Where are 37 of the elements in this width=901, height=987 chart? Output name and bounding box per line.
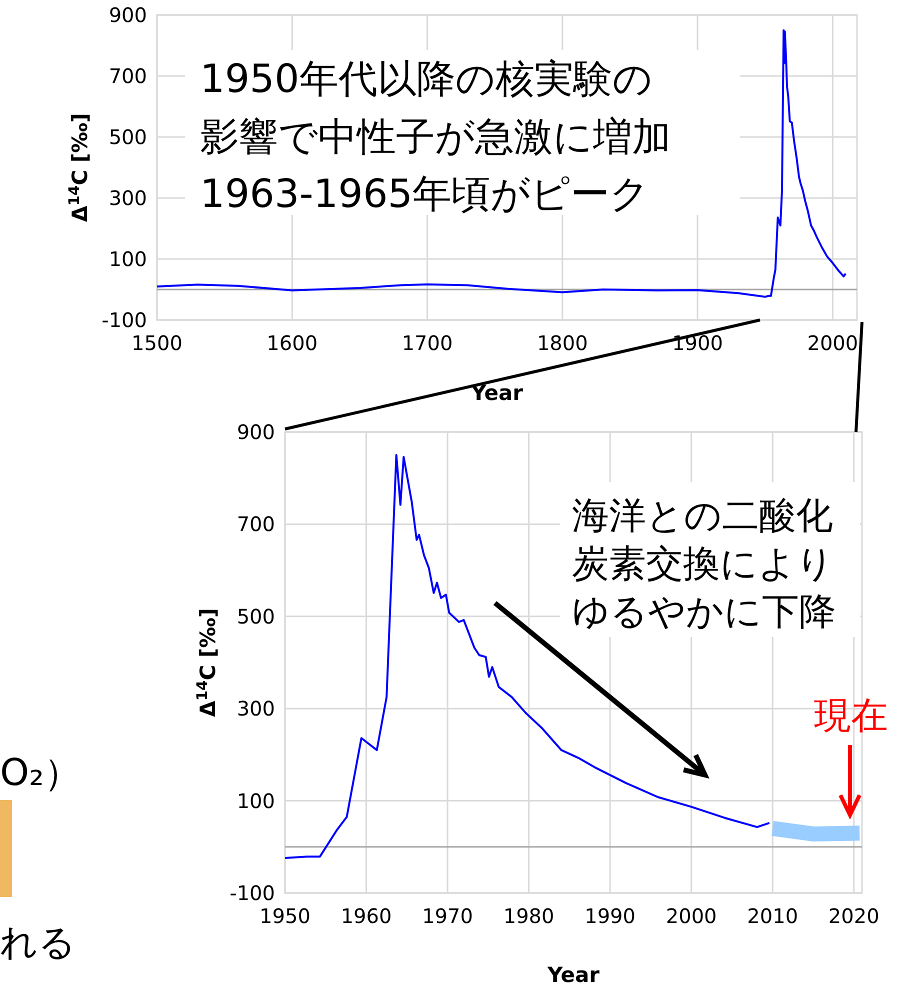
y-tick-label: 100 xyxy=(108,247,147,271)
annotation: ゆるやかに下降 xyxy=(572,590,836,633)
x-tick-label: 1950 xyxy=(260,904,310,928)
y-tick-label: 700 xyxy=(108,64,147,88)
y-tick-label: 300 xyxy=(236,696,275,721)
x-tick-label: 1600 xyxy=(266,331,318,355)
annotation: 1963-1965年頃がピーク xyxy=(200,172,650,217)
x-tick-label: 1700 xyxy=(402,331,453,355)
y-tick-label: -100 xyxy=(230,881,275,905)
y-tick-label: -100 xyxy=(102,308,147,332)
y-tick-label: 500 xyxy=(108,125,147,149)
x-tick-label: 2000 xyxy=(807,331,858,355)
y-tick-label: 500 xyxy=(236,604,275,628)
annotation: 1950年代以降の核実験の xyxy=(200,57,652,102)
annotation: 炭素交換により xyxy=(572,542,834,585)
x-tick-label: 1960 xyxy=(340,904,392,928)
x-axis-title: Year xyxy=(470,381,524,405)
y-tick-label: 100 xyxy=(236,788,275,813)
x-tick-label: 2010 xyxy=(747,904,798,928)
x-tick-label: 2000 xyxy=(666,904,717,928)
y-tick-label: 900 xyxy=(108,3,147,27)
x-tick-label: 1980 xyxy=(503,904,554,928)
annotation: 現在 xyxy=(814,694,888,737)
annotation: 影響で中性子が急激に増加 xyxy=(200,115,671,160)
y-tick-label: 300 xyxy=(108,186,147,210)
x-tick-label: 2020 xyxy=(828,904,880,928)
text: O₂） xyxy=(0,751,81,794)
x-tick-label: 1990 xyxy=(584,904,636,928)
x-tick-label: 1970 xyxy=(422,904,473,928)
annotation: 海洋との二酸化 xyxy=(572,494,833,537)
y-tick-label: 900 xyxy=(236,420,275,444)
line-series xyxy=(156,29,847,298)
text: れる xyxy=(0,921,76,964)
x-tick-label: 1500 xyxy=(132,331,182,355)
y-tick-label: 700 xyxy=(236,512,275,536)
x-tick-label: 1800 xyxy=(536,331,588,355)
x-axis-title: Year xyxy=(546,963,600,987)
